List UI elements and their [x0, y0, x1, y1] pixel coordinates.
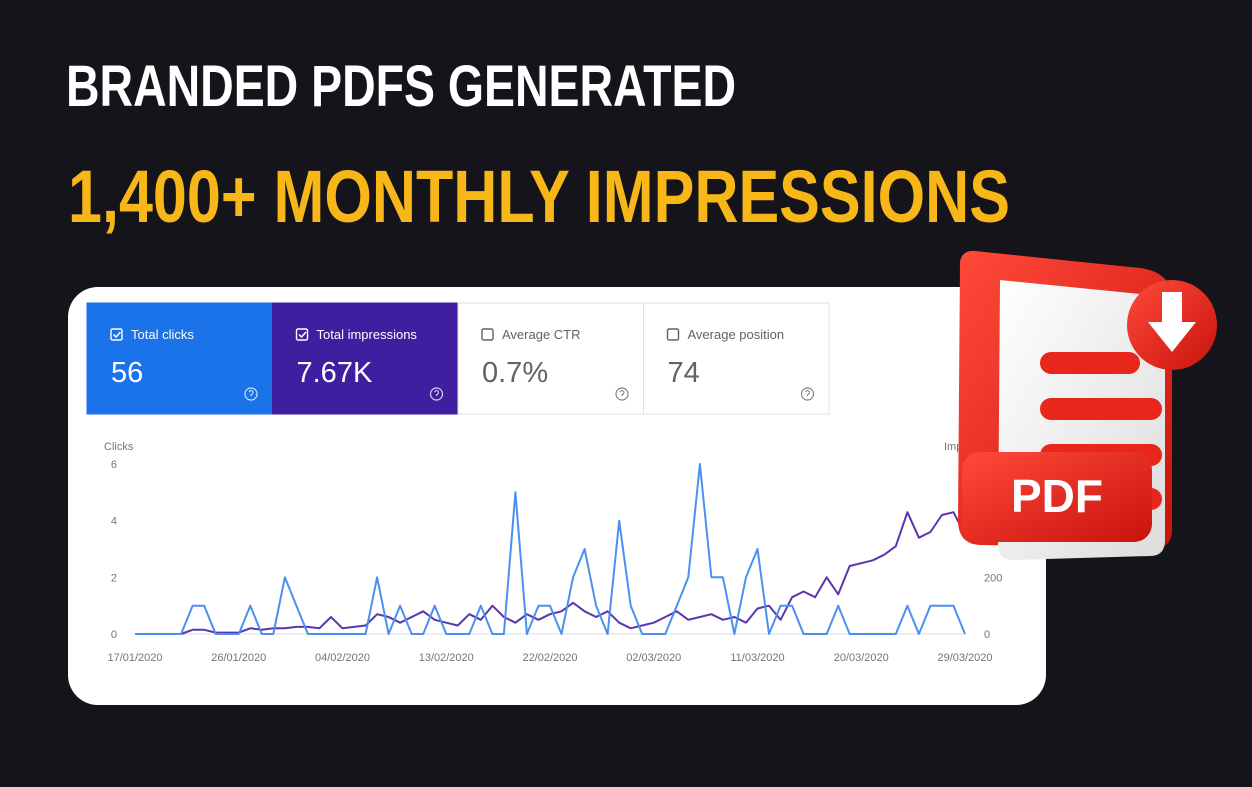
checkmark	[112, 331, 122, 339]
metric-label: Average position	[688, 327, 785, 342]
pdf-badge-label: PDF	[1011, 470, 1103, 522]
help-icon	[615, 387, 629, 401]
download-arrow	[1148, 292, 1196, 352]
x-tick-label: 04/02/2020	[315, 652, 370, 664]
x-tick-label: 11/03/2020	[730, 652, 784, 664]
metric-value: 74	[668, 357, 700, 389]
sub-headline: 1,400+ MONTHLY IMPRESSIONS	[68, 155, 1010, 238]
help-glyph	[805, 389, 811, 396]
metric-cards: Total clicks 56 Total impressions 7.67K Aver…	[86, 302, 830, 415]
checkbox	[481, 328, 494, 341]
help-glyph	[248, 389, 254, 396]
metric-label: Average CTR	[502, 327, 581, 342]
series-line	[135, 463, 966, 635]
checkbox	[295, 328, 309, 341]
help-icon	[800, 387, 815, 401]
y-tick-label: 4	[111, 516, 117, 528]
help-icon	[429, 387, 444, 401]
metric-label: Total clicks	[131, 327, 194, 342]
metric-label: Total impressions	[317, 327, 418, 342]
metric-card	[272, 302, 459, 415]
checkbox	[110, 328, 123, 341]
x-tick-label: 02/03/2020	[626, 652, 681, 664]
headline: BRANDED PDFS GENERATED	[66, 54, 736, 119]
x-tick-label: 13/02/2020	[419, 652, 474, 664]
icon-line	[1040, 398, 1162, 420]
metric-card	[643, 302, 830, 415]
x-tick-label: 29/03/2020	[937, 652, 992, 664]
x-tick-label: 17/01/2020	[107, 652, 162, 664]
pdf-badge	[962, 452, 1152, 542]
y-tick-label: 6	[111, 459, 117, 471]
series-line	[135, 511, 966, 635]
y-tick-label: 2	[111, 572, 117, 584]
x-tick-label: 20/03/2020	[834, 652, 889, 664]
x-tick-label: 22/02/2020	[522, 652, 577, 664]
y2-tick-label: 0	[984, 629, 990, 641]
metric-value: 7.67K	[297, 357, 373, 389]
x-tick-label: 26/01/2020	[211, 652, 266, 664]
metric-value: 56	[111, 357, 143, 389]
help-glyph	[434, 389, 440, 396]
help-icon	[244, 387, 258, 401]
y-tick-label: 0	[111, 629, 117, 641]
y2-tick-label: 200	[984, 572, 1002, 584]
y-axis-label: Clicks	[104, 441, 134, 453]
metric-card	[457, 302, 644, 415]
checkbox	[666, 328, 680, 341]
help-glyph	[619, 389, 625, 396]
metric-value: 0.7%	[482, 357, 548, 389]
checkmark	[298, 331, 307, 339]
pdf-icon: PDF	[958, 250, 1217, 560]
icon-line	[1040, 352, 1140, 374]
